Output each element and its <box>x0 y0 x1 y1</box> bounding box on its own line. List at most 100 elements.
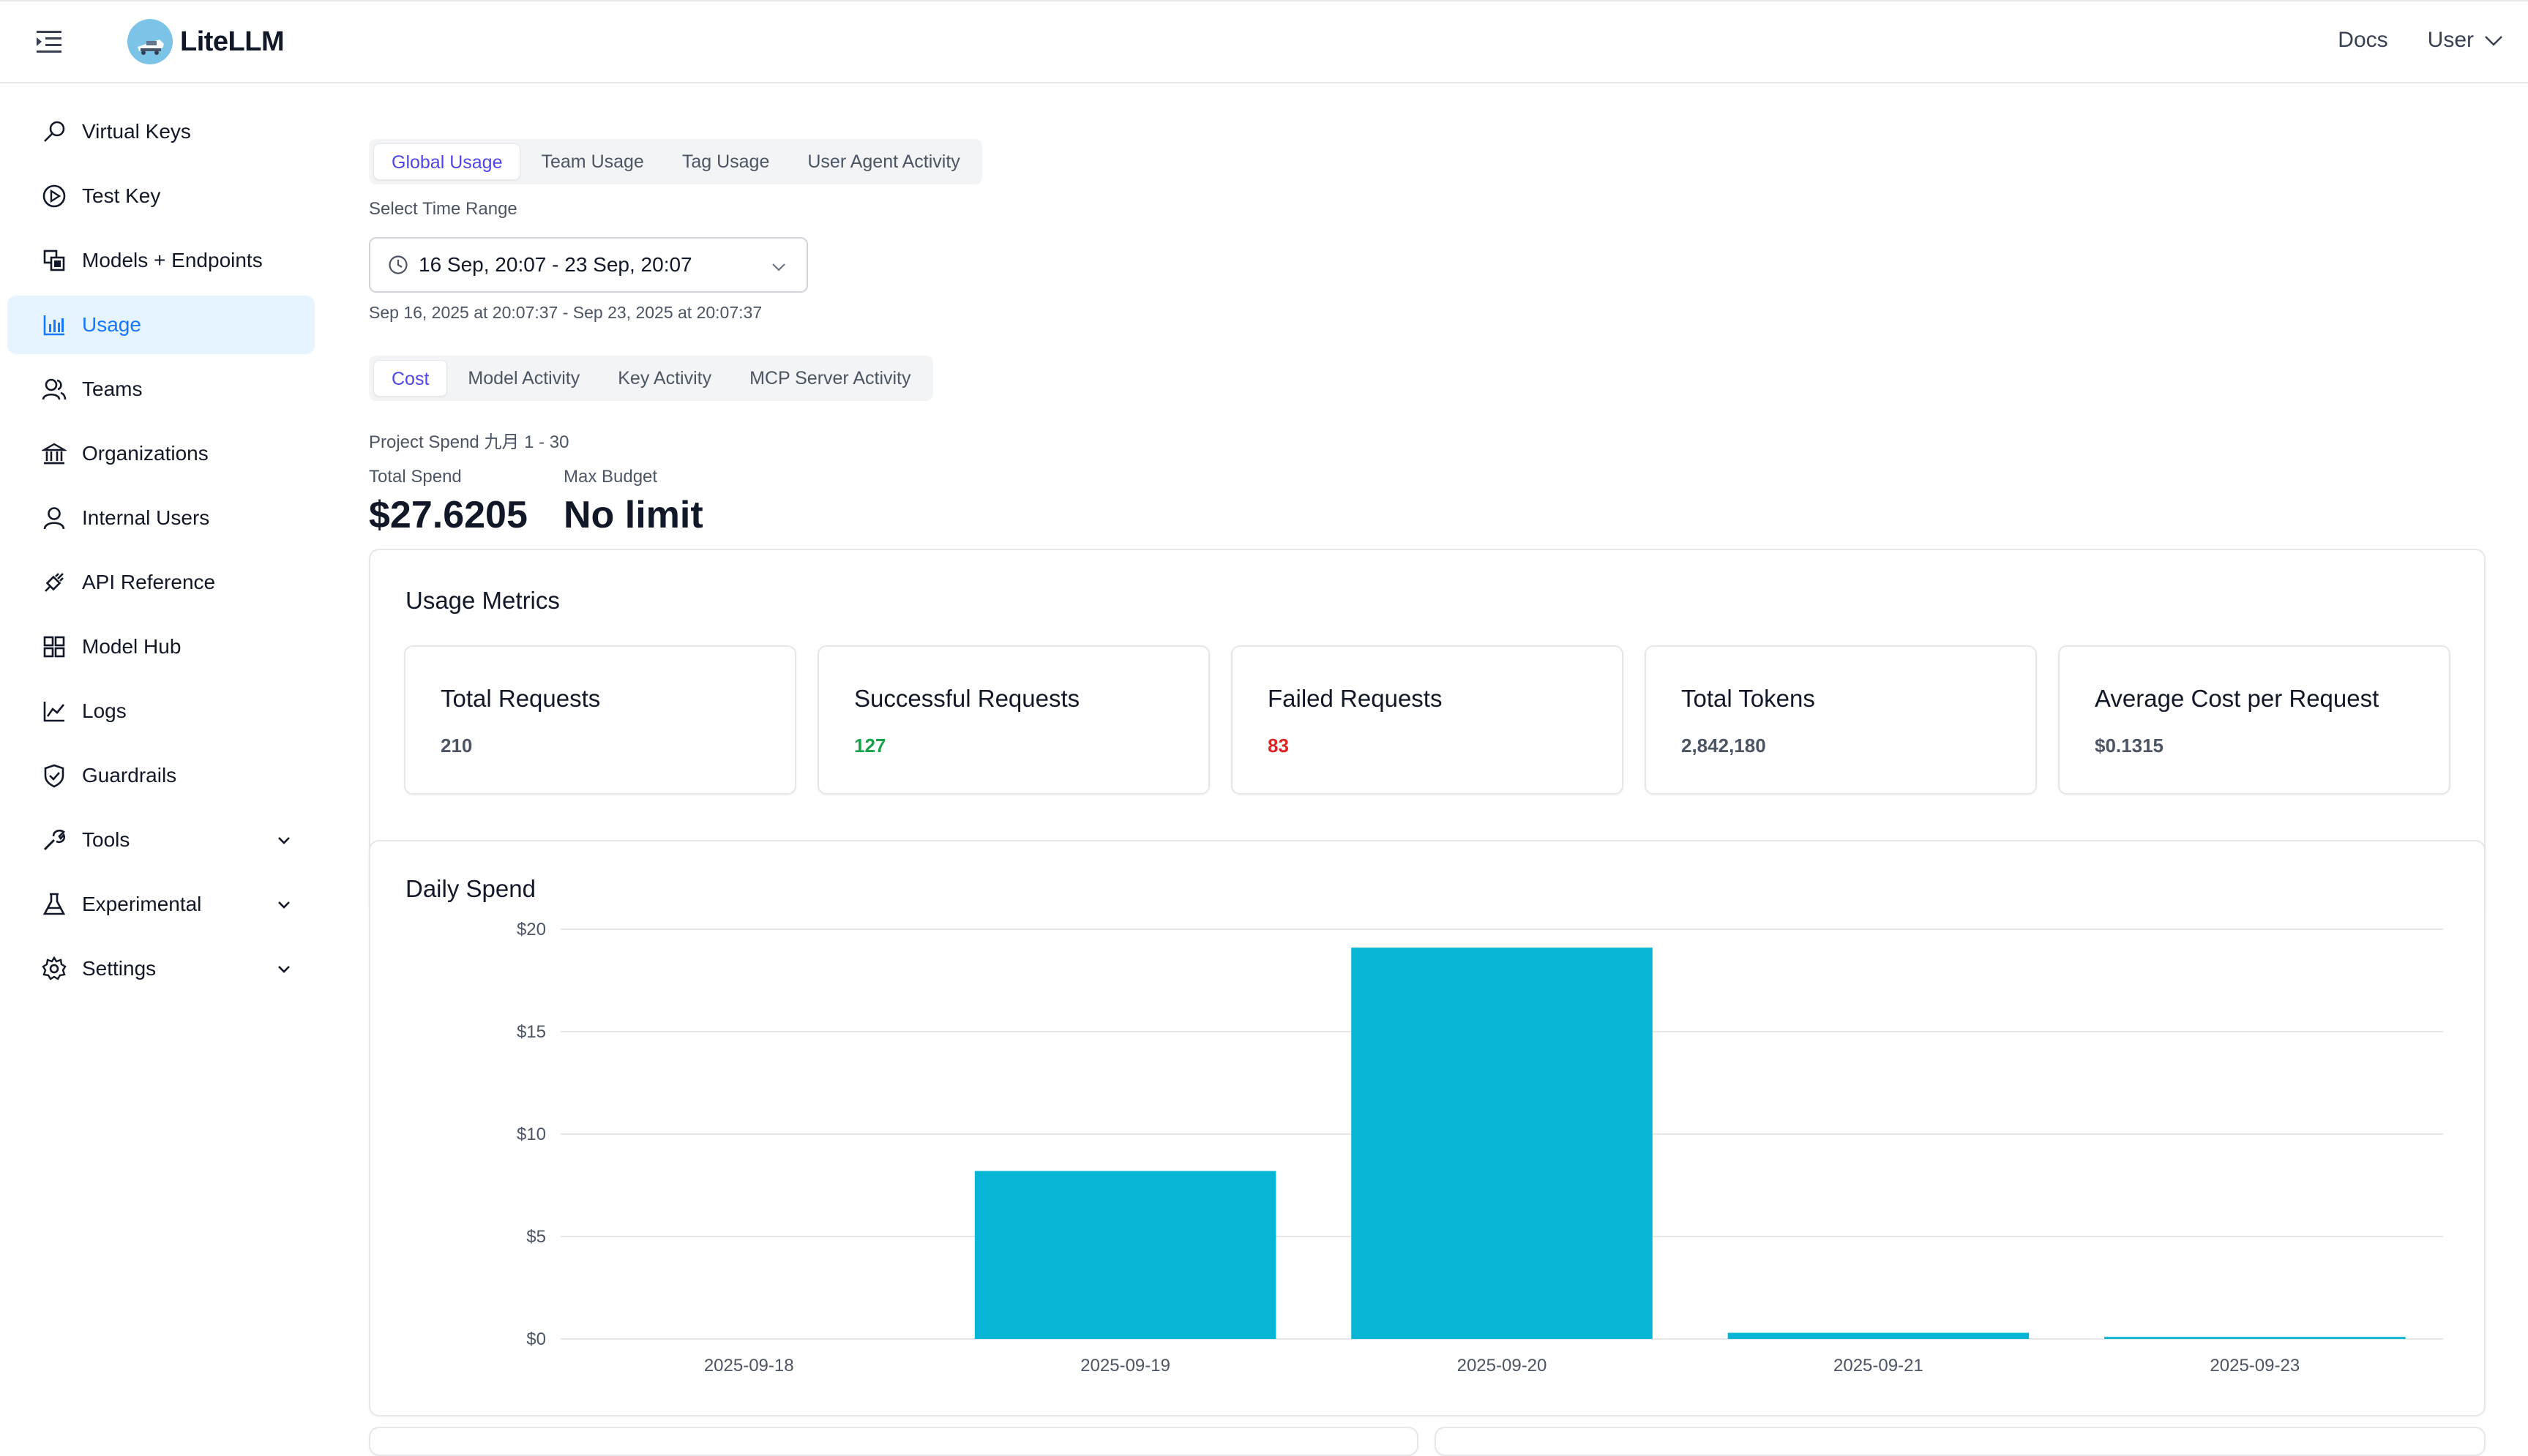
x-tick-label: 2025-09-20 <box>1457 1356 1547 1376</box>
main-content: Global Usage Team Usage Tag Usage User A… <box>322 83 2528 1456</box>
cost-sub-tabs: Cost Model Activity Key Activity MCP Ser… <box>369 356 933 401</box>
chevron-down-icon <box>770 258 788 281</box>
metric-value: 127 <box>854 735 886 757</box>
train-icon <box>127 19 173 64</box>
chart-bar[interactable] <box>974 1171 1276 1339</box>
user-icon <box>40 503 69 533</box>
sidebar-item-internal-users[interactable]: Internal Users <box>7 489 315 547</box>
daily-spend-card: Daily Spend $0 $5 $10 $15 $20 2025-09-18 2025-… <box>369 840 2486 1416</box>
chevron-down-icon <box>275 831 293 849</box>
bank-icon <box>40 439 69 468</box>
metric-title: Average Cost per Request <box>2095 685 2379 712</box>
sidebar-item-guardrails[interactable]: Guardrails <box>7 746 315 805</box>
x-tick-label: 2025-09-19 <box>1080 1356 1170 1376</box>
api-icon <box>40 568 69 597</box>
y-tick-label: $5 <box>526 1227 546 1247</box>
daily-spend-chart: $0 $5 $10 $15 $20 2025-09-18 2025-09-19 2025-09… <box>517 920 2443 1376</box>
metric-value: 210 <box>441 735 473 757</box>
experiment-icon <box>40 890 69 919</box>
sidebar-item-label: Models + Endpoints <box>82 249 263 271</box>
sidebar-item-teams[interactable]: Teams <box>7 360 315 419</box>
sidebar-item-label: Organizations <box>82 442 209 465</box>
metric-title: Failed Requests <box>1268 685 1443 712</box>
sidebar-item-label: Logs <box>82 699 127 722</box>
metric-title: Total Requests <box>441 685 601 712</box>
sidebar-item-label: Guardrails <box>82 764 177 787</box>
tab-user-agent-activity[interactable]: User Agent Activity <box>807 151 960 172</box>
chart-bar[interactable] <box>1727 1332 2030 1339</box>
chevron-down-icon <box>275 960 293 977</box>
logo-text: LiteLLM <box>180 26 285 57</box>
sidebar-item-label: Usage <box>82 313 141 336</box>
sidebar: Virtual Keys Test Key Models + Endpoints… <box>0 83 322 1434</box>
sidebar-item-virtual-keys[interactable]: Virtual Keys <box>7 102 315 161</box>
clock-icon <box>388 255 408 275</box>
metric-title: Successful Requests <box>854 685 1080 712</box>
metric-total-requests: Total Requests 210 <box>404 645 796 795</box>
time-range-label: Select Time Range <box>369 199 517 219</box>
sidebar-item-settings[interactable]: Settings <box>7 939 315 998</box>
appstore-icon <box>40 632 69 661</box>
daily-spend-title: Daily Spend <box>405 875 536 902</box>
sidebar-item-label: Virtual Keys <box>82 120 191 143</box>
time-range-picker[interactable]: 16 Sep, 20:07 - 23 Sep, 20:07 <box>369 237 808 293</box>
x-tick-label: 2025-09-21 <box>1833 1356 1923 1376</box>
time-range-detail: Sep 16, 2025 at 20:07:37 - Sep 23, 2025 … <box>369 303 763 322</box>
metric-average-cost: Average Cost per Request $0.1315 <box>2058 645 2450 795</box>
sidebar-item-model-hub[interactable]: Model Hub <box>7 618 315 676</box>
logo[interactable]: LiteLLM <box>127 19 285 64</box>
play-circle-icon <box>40 181 69 211</box>
time-range-value: 16 Sep, 20:07 - 23 Sep, 20:07 <box>419 253 692 276</box>
sidebar-item-logs[interactable]: Logs <box>7 682 315 740</box>
metric-failed-requests: Failed Requests 83 <box>1231 645 1623 795</box>
user-menu[interactable]: User <box>2428 28 2503 53</box>
chart-bar[interactable] <box>1351 947 1653 1339</box>
sidebar-item-label: Teams <box>82 378 143 400</box>
sidebar-item-label: Internal Users <box>82 506 210 529</box>
sidebar-item-label: Tools <box>82 828 130 851</box>
user-label: User <box>2427 28 2474 52</box>
max-budget-value: No limit <box>564 494 703 536</box>
setting-icon <box>40 954 69 983</box>
tab-model-activity[interactable]: Model Activity <box>468 368 580 389</box>
tab-global-usage[interactable]: Global Usage <box>373 143 521 180</box>
sidebar-item-models-endpoints[interactable]: Models + Endpoints <box>7 231 315 290</box>
sidebar-item-label: Model Hub <box>82 635 182 658</box>
sidebar-item-label: Test Key <box>82 184 161 207</box>
sidebar-item-experimental[interactable]: Experimental <box>7 875 315 934</box>
x-tick-label: 2025-09-18 <box>704 1356 794 1376</box>
tab-cost[interactable]: Cost <box>373 360 448 397</box>
x-tick-label: 2025-09-23 <box>2210 1356 2300 1376</box>
key-icon <box>40 117 69 146</box>
sidebar-item-tools[interactable]: Tools <box>7 811 315 869</box>
tab-key-activity[interactable]: Key Activity <box>618 368 712 389</box>
sidebar-item-organizations[interactable]: Organizations <box>7 424 315 483</box>
line-chart-icon <box>40 697 69 726</box>
docs-link[interactable]: Docs <box>2338 28 2388 52</box>
y-tick-label: $15 <box>517 1022 546 1042</box>
menu-fold-icon[interactable] <box>37 29 66 54</box>
sidebar-item-label: API Reference <box>82 571 216 593</box>
tab-team-usage[interactable]: Team Usage <box>541 151 644 172</box>
chevron-down-icon <box>275 896 293 913</box>
bottom-card-right <box>1435 1427 2486 1456</box>
block-icon <box>40 246 69 275</box>
total-spend-value: $27.6205 <box>369 494 528 536</box>
tab-mcp-server-activity[interactable]: MCP Server Activity <box>749 368 911 389</box>
metric-total-tokens: Total Tokens 2,842,180 <box>1645 645 2037 795</box>
sidebar-item-usage[interactable]: Usage <box>7 296 315 354</box>
team-icon <box>40 375 69 404</box>
bar-chart-icon <box>40 310 69 339</box>
y-tick-label: $20 <box>517 920 546 939</box>
tab-tag-usage[interactable]: Tag Usage <box>681 151 770 172</box>
metric-title: Total Tokens <box>1681 685 1815 712</box>
sidebar-item-api-reference[interactable]: API Reference <box>7 553 315 612</box>
y-tick-label: $10 <box>517 1125 546 1144</box>
sidebar-item-test-key[interactable]: Test Key <box>7 167 315 225</box>
sidebar-item-label: Experimental <box>82 893 202 915</box>
metric-value: $0.1315 <box>2095 735 2164 757</box>
top-header: LiteLLM Docs User <box>0 0 2528 83</box>
bottom-card-left <box>369 1427 1418 1456</box>
chart-bar[interactable] <box>2104 1337 2406 1339</box>
metric-successful-requests: Successful Requests 127 <box>818 645 1210 795</box>
